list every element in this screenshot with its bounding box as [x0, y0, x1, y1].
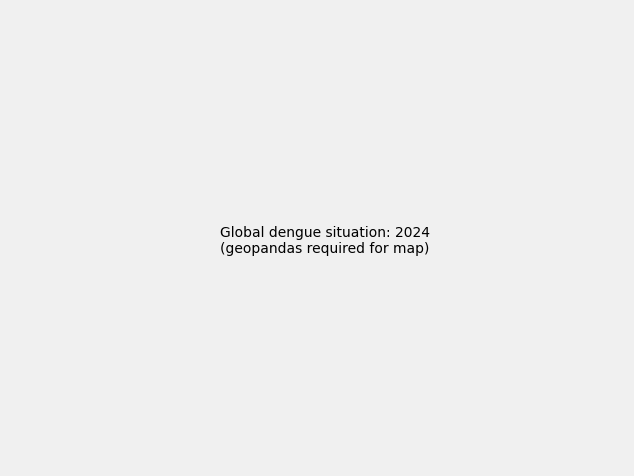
- Text: Global dengue situation: 2024
(geopandas required for map): Global dengue situation: 2024 (geopandas…: [220, 225, 430, 256]
